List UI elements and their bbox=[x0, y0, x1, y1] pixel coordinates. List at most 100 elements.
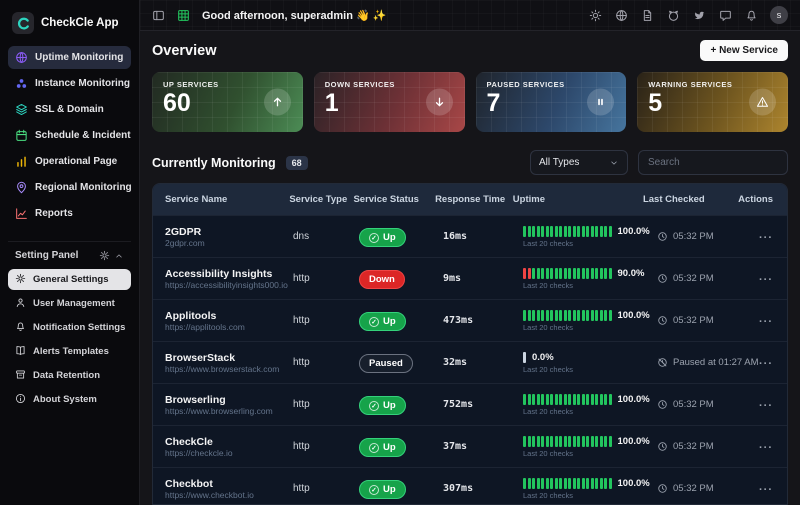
uptime-bars bbox=[523, 478, 612, 489]
response-time: 9ms bbox=[443, 273, 523, 284]
uptime-percent: 100.0% bbox=[618, 436, 650, 447]
collapse-sidebar-icon[interactable] bbox=[152, 9, 165, 22]
stat-card-up-services[interactable]: UP SERVICES60 bbox=[152, 72, 303, 132]
clock-off-icon bbox=[657, 357, 668, 368]
settings-item-about-system[interactable]: About System bbox=[8, 389, 131, 410]
table-row[interactable]: Checkbothttps://www.checkbot.iohttp✓Up30… bbox=[153, 467, 787, 505]
stat-card-paused-services[interactable]: PAUSED SERVICES7 bbox=[476, 72, 627, 132]
sidebar-item-regional-monitoring[interactable]: Regional Monitoring bbox=[8, 176, 131, 199]
monitoring-title: Currently Monitoring bbox=[152, 156, 276, 170]
service-url: https://www.checkbot.io bbox=[165, 490, 293, 500]
settings-item-alerts-templates[interactable]: Alerts Templates bbox=[8, 341, 131, 362]
sidebar: CheckCle App Uptime MonitoringInstance M… bbox=[0, 0, 140, 505]
sidebar-item-instance-monitoring[interactable]: Instance Monitoring bbox=[8, 72, 131, 95]
settings-item-label: Data Retention bbox=[33, 370, 100, 381]
sidebar-nav: Uptime Monitoring Instance Monitoring SSL … bbox=[8, 46, 131, 225]
check-icon: ✓ bbox=[369, 485, 379, 495]
status-label: Up bbox=[383, 316, 396, 327]
sidebar-item-uptime-monitoring[interactable]: Uptime Monitoring bbox=[8, 46, 131, 69]
monitoring-toolbar: Currently Monitoring 68 All Types bbox=[140, 144, 800, 183]
stat-card-warning-services[interactable]: WARNING SERVICES5 bbox=[637, 72, 788, 132]
globe-icon[interactable] bbox=[615, 9, 628, 22]
row-actions-menu[interactable]: ··· bbox=[759, 358, 773, 370]
sidebar-item-ssl-domain[interactable]: SSL & Domain bbox=[8, 98, 131, 121]
table-row[interactable]: Browserlinghttps://www.browserling.comht… bbox=[153, 383, 787, 425]
type-filter-value: All Types bbox=[539, 157, 609, 168]
table-row[interactable]: CheckClehttps://checkcle.iohttp✓Up37ms10… bbox=[153, 425, 787, 467]
uptime-bars bbox=[523, 226, 612, 237]
service-url: https://www.browserling.com bbox=[165, 406, 293, 416]
service-name: CheckCle bbox=[165, 436, 293, 448]
settings-item-label: User Management bbox=[33, 298, 115, 309]
row-actions-menu[interactable]: ··· bbox=[759, 442, 773, 454]
sidebar-item-reports[interactable]: Reports bbox=[8, 202, 131, 225]
sun-icon[interactable] bbox=[589, 9, 602, 22]
settings-item-label: About System bbox=[33, 394, 97, 405]
row-actions-menu[interactable]: ··· bbox=[759, 316, 773, 328]
settings-panel-label: Setting Panel bbox=[15, 250, 95, 261]
service-url: https://accessibilityinsights000.io bbox=[165, 280, 293, 290]
status-badge: ✓Up bbox=[359, 228, 406, 247]
table-row[interactable]: Accessibility Insightshttps://accessibil… bbox=[153, 257, 787, 299]
service-name: Browserling bbox=[165, 394, 293, 406]
uptime-note: Last 20 checks bbox=[523, 365, 657, 374]
settings-item-data-retention[interactable]: Data Retention bbox=[8, 365, 131, 386]
uptime-percent: 100.0% bbox=[618, 310, 650, 321]
uptime-bars bbox=[523, 352, 526, 363]
table-row[interactable]: 2GDPR2gdpr.comdns✓Up16ms100.0%Last 20 ch… bbox=[153, 215, 787, 257]
row-actions-menu[interactable]: ··· bbox=[759, 232, 773, 244]
chevron-up-icon[interactable] bbox=[114, 251, 124, 261]
book-icon bbox=[15, 345, 26, 358]
sidebar-item-label: Reports bbox=[35, 208, 73, 219]
gear-icon bbox=[15, 273, 26, 286]
type-filter-select[interactable]: All Types bbox=[530, 150, 628, 175]
archive-icon bbox=[15, 369, 26, 382]
clock-icon bbox=[657, 399, 668, 410]
last-checked-time: 05:32 PM bbox=[673, 273, 714, 284]
line-chart-icon bbox=[15, 207, 28, 220]
row-actions-menu[interactable]: ··· bbox=[759, 274, 773, 286]
table-row[interactable]: BrowserStackhttps://www.browserstack.com… bbox=[153, 341, 787, 383]
stat-card-down-services[interactable]: DOWN SERVICES1 bbox=[314, 72, 465, 132]
settings-item-user-management[interactable]: User Management bbox=[8, 293, 131, 314]
sidebar-item-operational-page[interactable]: Operational Page bbox=[8, 150, 131, 173]
grid-icon[interactable] bbox=[177, 9, 190, 22]
response-time: 32ms bbox=[443, 357, 523, 368]
bar-chart-icon bbox=[15, 155, 28, 168]
sidebar-item-label: Operational Page bbox=[35, 156, 117, 167]
status-label: Up bbox=[383, 442, 396, 453]
sidebar-item-schedule-incident[interactable]: Schedule & Incident bbox=[8, 124, 131, 147]
row-actions-menu[interactable]: ··· bbox=[759, 400, 773, 412]
uptime-note: Last 20 checks bbox=[523, 281, 657, 290]
github-icon[interactable] bbox=[667, 9, 680, 22]
last-checked-time: 05:32 PM bbox=[673, 315, 714, 326]
service-name: Checkbot bbox=[165, 478, 293, 490]
settings-item-notification-settings[interactable]: Notification Settings bbox=[8, 317, 131, 338]
settings-panel-header[interactable]: Setting Panel bbox=[8, 241, 131, 267]
uptime-note: Last 20 checks bbox=[523, 449, 657, 458]
twitter-icon[interactable] bbox=[693, 9, 706, 22]
settings-item-label: Alerts Templates bbox=[33, 346, 109, 357]
document-icon[interactable] bbox=[641, 9, 654, 22]
table-row[interactable]: Applitoolshttps://applitools.comhttp✓Up4… bbox=[153, 299, 787, 341]
status-badge: Down bbox=[359, 270, 405, 289]
calendar-icon bbox=[15, 129, 28, 142]
page-title: Overview bbox=[152, 43, 217, 59]
settings-item-general-settings[interactable]: General Settings bbox=[8, 269, 131, 290]
service-url: https://applitools.com bbox=[165, 322, 293, 332]
status-label: Up bbox=[383, 232, 396, 243]
check-icon: ✓ bbox=[369, 401, 379, 411]
avatar[interactable]: s bbox=[770, 6, 788, 24]
uptime-bars bbox=[523, 394, 612, 405]
bell-icon[interactable] bbox=[745, 9, 758, 22]
row-actions-menu[interactable]: ··· bbox=[759, 484, 773, 496]
service-type: http bbox=[293, 273, 359, 284]
new-service-button[interactable]: + New Service bbox=[700, 40, 788, 61]
stat-cards: UP SERVICES60DOWN SERVICES1PAUSED SERVIC… bbox=[140, 70, 800, 144]
search-input[interactable] bbox=[638, 150, 788, 175]
sidebar-item-label: Uptime Monitoring bbox=[35, 52, 123, 63]
checkcle-logo-icon bbox=[12, 12, 34, 34]
uptime-bars bbox=[523, 268, 612, 279]
chat-icon[interactable] bbox=[719, 9, 732, 22]
response-time: 37ms bbox=[443, 441, 523, 452]
